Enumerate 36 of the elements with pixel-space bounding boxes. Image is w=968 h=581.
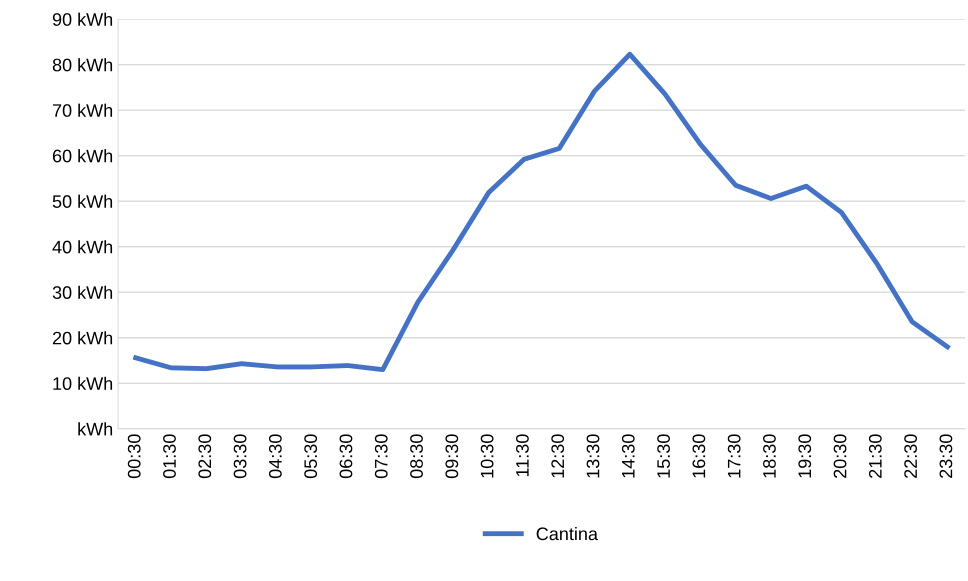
legend-label: Cantina	[536, 526, 598, 540]
x-tick-label: 14:30	[622, 434, 635, 478]
y-tick-label: 70 kWh	[52, 104, 112, 117]
x-tick-label: 23:30	[940, 434, 952, 478]
x-tick-label: 04:30	[268, 434, 282, 478]
x-tick-label: 15:30	[657, 434, 670, 478]
x-tick-label: 00:30	[128, 434, 141, 478]
y-tick-label: 60 kWh	[52, 149, 112, 162]
y-tick-label: 20 kWh	[52, 331, 112, 344]
x-tick-label: 09:30	[445, 434, 458, 478]
x-tick-label: 10:30	[480, 434, 494, 478]
x-tick-label: 22:30	[904, 434, 918, 478]
y-tick-label: 50 kWh	[52, 194, 112, 208]
x-tick-label: 11:30	[516, 434, 529, 476]
x-tick-label: 08:30	[410, 434, 423, 478]
x-tick-label: 03:30	[234, 434, 246, 478]
x-tick-label: 19:30	[798, 434, 812, 478]
x-tick-label: 05:30	[304, 434, 318, 478]
y-tick-label: 10 kWh	[53, 376, 112, 390]
y-tick-label: 90 kWh	[52, 12, 112, 26]
x-tick-label: 06:30	[340, 434, 352, 478]
y-tick-label: 80 kWh	[52, 58, 112, 72]
x-tick-label: 16:30	[692, 434, 706, 478]
x-tick-label: 18:30	[763, 434, 776, 478]
x-tick-label: 21:30	[868, 434, 882, 478]
y-tick-label: kWh	[78, 422, 112, 436]
x-tick-label: 13:30	[586, 434, 600, 478]
x-tick-label: 20:30	[834, 434, 846, 478]
line-series	[133, 52, 950, 372]
y-tick-label: 30 kWh	[52, 286, 112, 299]
y-tick-label: 40 kWh	[52, 240, 112, 254]
x-tick-label: 02:30	[198, 434, 212, 478]
x-tick-label: 01:30	[163, 434, 176, 478]
x-tick-label: 12:30	[551, 434, 564, 478]
x-tick-label: 07:30	[374, 434, 388, 478]
x-tick-label: 17:30	[728, 434, 741, 478]
